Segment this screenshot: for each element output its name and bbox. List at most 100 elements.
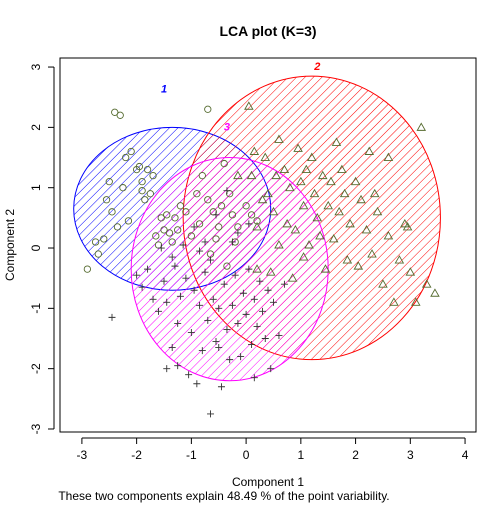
cluster-3-point xyxy=(245,220,253,228)
cluster-1-point xyxy=(168,238,176,246)
cluster-2-point xyxy=(315,231,325,240)
cluster-3-point xyxy=(275,331,283,339)
cluster-3-point xyxy=(168,344,176,352)
cluster-2-point xyxy=(293,143,303,152)
cluster-2-point xyxy=(353,261,364,270)
plot-frame xyxy=(59,57,477,433)
cluster-1-point xyxy=(143,165,152,174)
cluster-2-point xyxy=(320,264,331,273)
cluster-3-point xyxy=(209,295,217,303)
cluster-1-point xyxy=(204,105,212,113)
cluster-3-point xyxy=(250,374,258,382)
cluster-1-point xyxy=(102,196,111,204)
cluster-label-2: 2 xyxy=(313,61,320,73)
cluster-ellipses xyxy=(73,75,441,382)
cluster-2-point xyxy=(309,188,320,198)
cluster-3-point xyxy=(196,301,204,309)
cluster-3-point xyxy=(157,244,165,252)
x-axis-label: Component 1 xyxy=(232,475,304,489)
cluster-2-point xyxy=(402,221,413,231)
cluster-3-point xyxy=(267,365,275,373)
cluster-3-point xyxy=(212,338,220,346)
cluster-2-point xyxy=(233,170,243,180)
cluster-2-point xyxy=(378,279,388,288)
cluster-2-point xyxy=(268,206,279,216)
x-tick-label: -1 xyxy=(186,448,197,462)
cluster-1-point xyxy=(119,184,127,192)
cluster-1-point xyxy=(171,214,179,222)
cluster-3-point xyxy=(223,325,231,333)
cluster-2-point xyxy=(383,231,394,240)
cluster-2-point xyxy=(389,297,399,306)
cluster-3-point xyxy=(204,316,212,324)
cluster-3-point xyxy=(163,298,171,306)
cluster-1-point xyxy=(105,178,113,186)
y-axis-label: Component 2 xyxy=(3,209,17,281)
cluster-1-point xyxy=(122,153,130,162)
cluster-3-point xyxy=(168,253,176,261)
cluster-3-point xyxy=(174,319,182,327)
cluster-2-point xyxy=(345,218,355,228)
cluster-labels: 1 2 3 xyxy=(161,61,320,133)
cluster-1-point xyxy=(160,226,168,234)
cluster-1-point xyxy=(195,220,204,228)
cluster-2-point xyxy=(323,200,333,210)
cluster-2-point xyxy=(296,176,306,186)
cluster-3-point xyxy=(280,280,288,288)
cluster-2-point xyxy=(361,225,372,234)
cluster-2-point xyxy=(367,249,377,258)
cluster-2-point xyxy=(263,188,273,198)
cluster-2-point xyxy=(312,212,323,222)
cluster-2-point xyxy=(298,252,309,261)
cluster-2-point xyxy=(274,134,284,143)
cluster-3-point xyxy=(207,410,215,418)
cluster-label-3: 3 xyxy=(224,121,230,133)
cluster-3-point xyxy=(160,277,168,285)
cluster-3-point xyxy=(207,256,215,264)
cluster-3-point xyxy=(256,277,264,285)
data-points xyxy=(83,101,440,418)
cluster-1-point xyxy=(138,178,146,186)
cluster-2-point xyxy=(287,273,298,282)
cluster-1-point xyxy=(217,202,226,210)
cluster-3-point xyxy=(179,241,187,249)
cluster-1-point xyxy=(228,211,237,219)
cluster-3-point xyxy=(212,211,220,219)
cluster-1-point xyxy=(152,232,160,240)
cluster-2-point xyxy=(328,234,339,243)
cluster-3-point xyxy=(237,353,245,361)
cluster-3-point xyxy=(220,280,228,288)
cluster-3-point xyxy=(259,307,267,315)
x-tick-label: 1 xyxy=(297,448,304,462)
cluster-3-point xyxy=(228,301,236,309)
cluster-3-point xyxy=(193,380,201,388)
cluster-2-point xyxy=(339,188,350,198)
cluster-2-point xyxy=(244,101,254,110)
cluster-label-1: 1 xyxy=(161,83,167,95)
cluster-3-point xyxy=(174,362,182,370)
cluster-3-point xyxy=(223,187,231,195)
cluster-1-point xyxy=(182,208,190,216)
x-tick-label: 4 xyxy=(462,448,469,462)
cluster-1-point xyxy=(83,265,92,273)
cluster-3-point xyxy=(228,238,236,246)
cluster-3-point xyxy=(196,247,204,255)
y-tick-label: -3 xyxy=(29,423,43,434)
cluster-2-point xyxy=(282,218,292,228)
cluster-1-point xyxy=(247,211,256,219)
cluster-1-point xyxy=(113,223,122,231)
cluster-2-point xyxy=(383,152,394,161)
y-axis: -3 -2 -1 0 1 2 3 xyxy=(29,63,55,434)
cluster-1-point xyxy=(124,217,133,225)
cluster-3-point xyxy=(182,274,190,282)
cluster-2-point xyxy=(285,182,295,192)
y-tick-label: 1 xyxy=(29,184,43,191)
cluster-1-point xyxy=(223,262,231,270)
cluster-3-point xyxy=(269,298,277,306)
y-tick-label: 2 xyxy=(29,124,43,131)
cluster-3-point xyxy=(234,319,242,327)
cluster-1-point xyxy=(111,108,119,116)
cluster-2-point xyxy=(304,240,314,249)
cluster-1-point xyxy=(163,211,171,219)
